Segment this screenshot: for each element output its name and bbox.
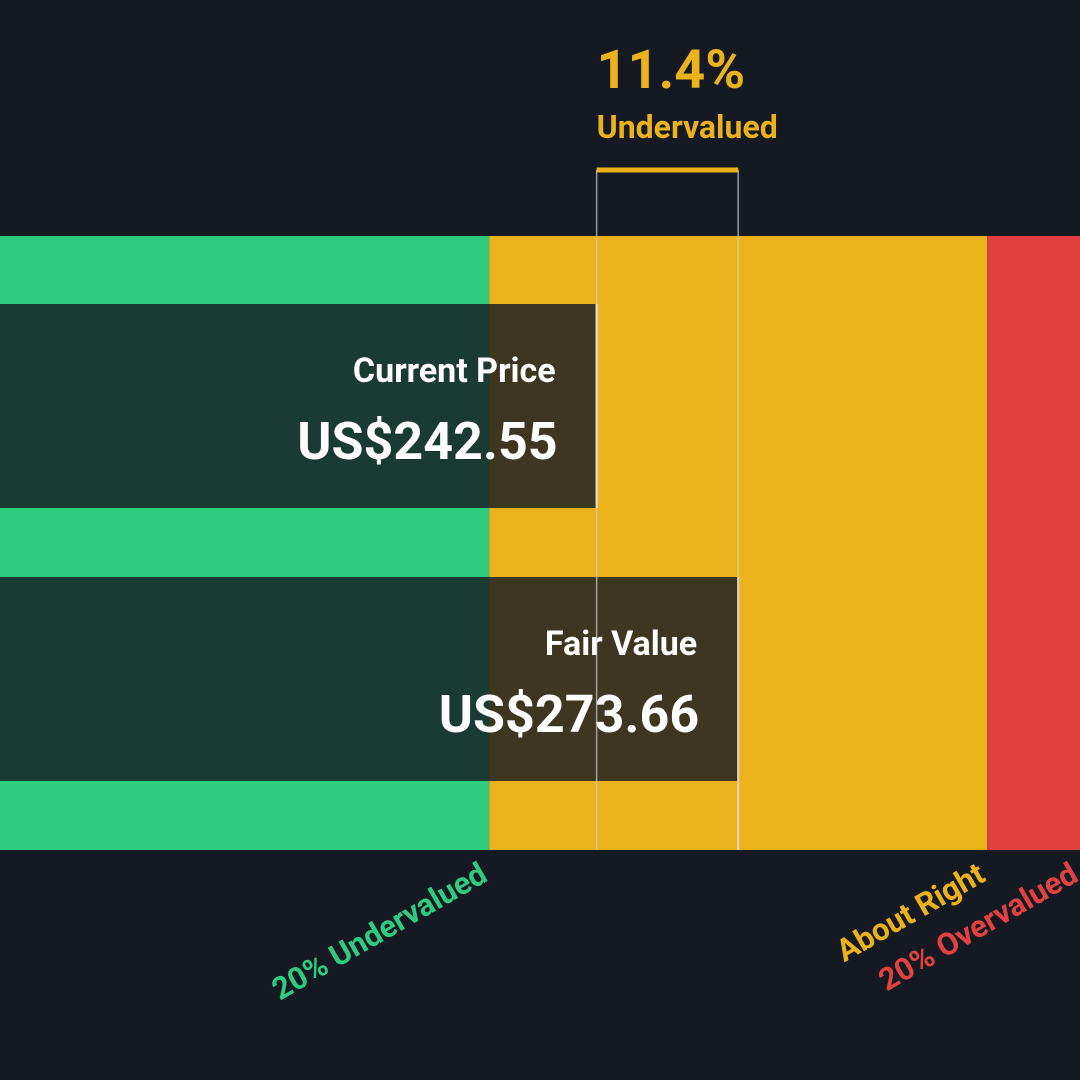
difference-value: 11.4%	[597, 39, 746, 102]
value-label: US$242.55	[297, 411, 557, 472]
difference-text: Undervalued	[597, 108, 778, 146]
value-bar	[0, 577, 739, 781]
value-bar	[0, 304, 597, 508]
value-label: US$273.66	[439, 684, 699, 745]
value-name: Fair Value	[545, 624, 697, 664]
value-name: Current Price	[353, 351, 556, 391]
zone	[987, 236, 1080, 850]
